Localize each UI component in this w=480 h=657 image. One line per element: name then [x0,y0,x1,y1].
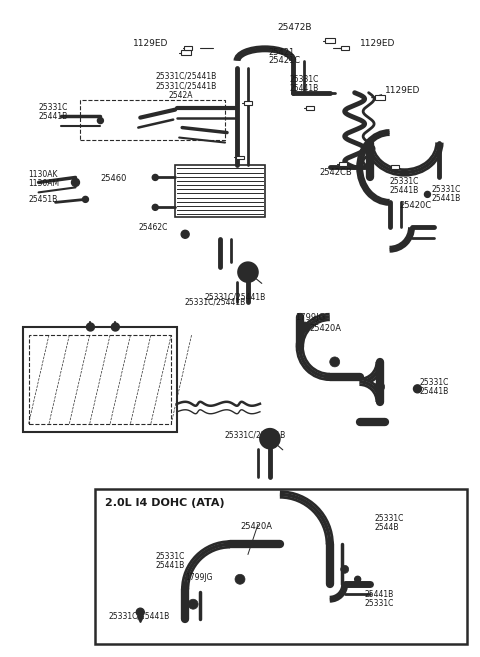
Text: 25420A: 25420A [310,325,342,334]
Circle shape [181,231,189,238]
Text: 1799JG: 1799JG [295,313,325,321]
Text: 25420A: 25420A [240,522,272,531]
Bar [29,335,171,424]
Circle shape [341,565,348,574]
Bar [244,101,252,104]
Circle shape [152,175,158,181]
Text: 25331C: 25331C [420,378,449,388]
Text: 25441B: 25441B [432,194,461,203]
Circle shape [424,191,431,197]
Bar [374,95,384,100]
Text: 25441B: 25441B [390,186,419,195]
Text: 1130AM: 1130AM [29,179,60,188]
Text: 25421: 25421 [268,49,294,57]
Text: 2542CB: 2542CB [320,168,352,177]
Circle shape [111,323,120,331]
Circle shape [86,323,95,331]
Text: 2542A: 2542A [168,91,192,100]
Circle shape [72,179,80,187]
Bar [81,100,225,139]
Bar [184,46,192,50]
Text: 25460: 25460 [100,174,127,183]
Bar [23,327,177,432]
Circle shape [152,204,158,210]
Bar [181,51,191,55]
Circle shape [238,262,258,282]
Bar [175,166,265,217]
Bar [339,162,347,166]
Text: 1129ED: 1129ED [360,39,395,49]
Text: 25441B: 25441B [290,84,319,93]
Text: 25331C: 25331C [155,552,185,561]
Text: 25331C: 25331C [432,185,461,194]
Circle shape [83,196,88,202]
Text: 25331C/25441B: 25331C/25441B [155,71,216,80]
Circle shape [188,599,198,609]
Circle shape [355,576,360,582]
Text: 25451B: 25451B [29,195,58,204]
Text: 25472B: 25472B [277,24,312,32]
Text: 1130AK: 1130AK [29,170,58,179]
Bar [96,489,468,644]
Bar [341,46,348,50]
Text: 25441B: 25441B [155,561,184,570]
Text: 2544B: 2544B [374,523,399,532]
Text: 25331C/25441B: 25331C/25441B [184,298,246,307]
Circle shape [300,322,310,332]
Text: 25331C: 25331C [365,599,394,608]
Text: 25331C/25441B: 25331C/25441B [155,81,216,90]
Circle shape [136,608,144,616]
Text: 25441B: 25441B [420,388,449,396]
Circle shape [235,574,245,584]
Circle shape [330,357,340,367]
Text: 25331C: 25331C [390,177,419,186]
Bar [236,156,244,160]
Text: 25441B: 25441B [38,112,68,121]
Text: 25420C: 25420C [399,201,432,210]
Bar [306,106,314,110]
Bar [325,38,335,43]
Text: 25331C/25441B: 25331C/25441B [108,612,169,621]
Text: 25462C: 25462C [138,223,168,232]
Text: 25441B: 25441B [365,590,394,599]
Text: 1129ED: 1129ED [133,39,168,49]
Text: 25331C: 25331C [38,103,68,112]
Bar [391,166,398,170]
Text: 25421C: 25421C [268,57,300,65]
Text: A: A [267,434,273,443]
Text: 2.0L I4 DOHC (ATA): 2.0L I4 DOHC (ATA) [106,499,225,509]
Circle shape [97,118,103,124]
Text: A: A [245,267,251,277]
Text: 25331C: 25331C [290,75,319,84]
Circle shape [260,429,280,449]
Text: 1129ED: 1129ED [384,86,420,95]
Text: 1799JG: 1799JG [185,573,213,582]
Text: 25331C/25441B: 25331C/25441B [224,430,286,439]
Text: 25331C/25441B: 25331C/25441B [204,292,265,302]
Circle shape [413,385,421,393]
Circle shape [374,382,384,392]
Text: 25331C: 25331C [374,514,404,523]
